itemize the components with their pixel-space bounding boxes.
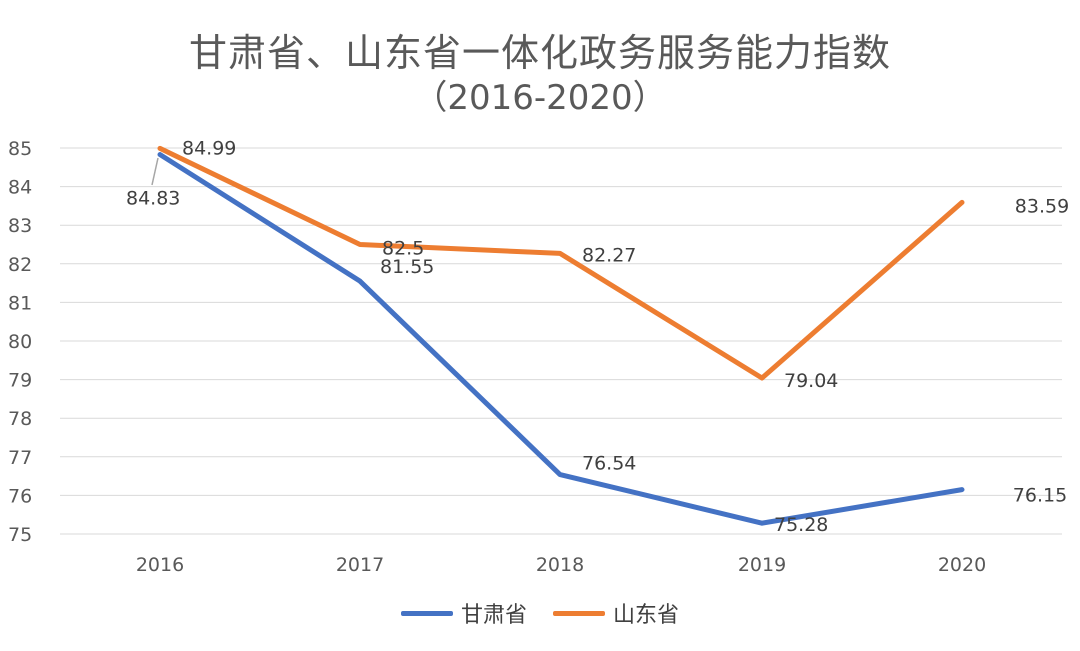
y-tick-label: 78 xyxy=(8,408,32,430)
x-tick-label: 2016 xyxy=(136,554,184,576)
data-labels: 84.83 81.55 76.54 75.28 76.15 84.99 82.5 82.27 7… xyxy=(126,137,1069,536)
y-tick-label: 79 xyxy=(8,370,32,392)
y-tick-label: 76 xyxy=(8,485,32,507)
legend-label-gansu: 甘肃省 xyxy=(460,603,527,628)
x-tick-label: 2018 xyxy=(536,554,584,576)
data-label: 82.27 xyxy=(582,244,636,266)
data-label: 75.28 xyxy=(774,514,828,536)
legend-swatch-gansu xyxy=(400,610,453,616)
data-label: 81.55 xyxy=(380,256,434,278)
x-tick-label: 2017 xyxy=(336,554,384,576)
legend: 甘肃省 山东省 xyxy=(0,597,1080,629)
legend-swatch-shandong xyxy=(553,610,605,616)
data-label: 76.54 xyxy=(582,453,636,475)
series-line-0 xyxy=(157,152,965,526)
y-tick-label: 75 xyxy=(8,524,32,546)
data-label: 76.15 xyxy=(1013,485,1067,507)
chart-subtitle: （2016-2020） xyxy=(413,78,667,118)
data-label: 84.99 xyxy=(182,137,236,159)
y-tick-label: 82 xyxy=(8,254,32,276)
data-label: 84.83 xyxy=(126,188,180,210)
chart-title: 甘肃省、山东省一体化政务服务能力指数 xyxy=(188,31,891,75)
legend-item-gansu: 甘肃省 xyxy=(400,597,527,629)
y-tick-label: 80 xyxy=(8,331,32,353)
y-tick-label: 83 xyxy=(8,215,32,237)
y-tick-label: 84 xyxy=(8,177,32,199)
x-tick-label: 2020 xyxy=(938,554,986,576)
legend-label-shandong: 山东省 xyxy=(613,603,680,628)
y-tick-label: 81 xyxy=(8,292,32,314)
x-axis-ticks: 2016 2017 2018 2019 2020 xyxy=(136,554,986,576)
x-tick-label: 2019 xyxy=(738,554,786,576)
y-tick-label: 85 xyxy=(8,138,32,160)
y-axis-ticks: 75 76 77 78 79 80 81 82 83 84 85 xyxy=(8,138,32,546)
y-tick-label: 77 xyxy=(8,447,32,469)
legend-item-shandong: 山东省 xyxy=(553,597,679,629)
series-line-1 xyxy=(157,145,965,381)
data-label: 82.5 xyxy=(382,238,424,260)
data-label: 83.59 xyxy=(1015,195,1069,217)
label-leader-line xyxy=(151,157,159,186)
data-label: 79.04 xyxy=(784,370,838,392)
series-lines xyxy=(151,145,965,526)
